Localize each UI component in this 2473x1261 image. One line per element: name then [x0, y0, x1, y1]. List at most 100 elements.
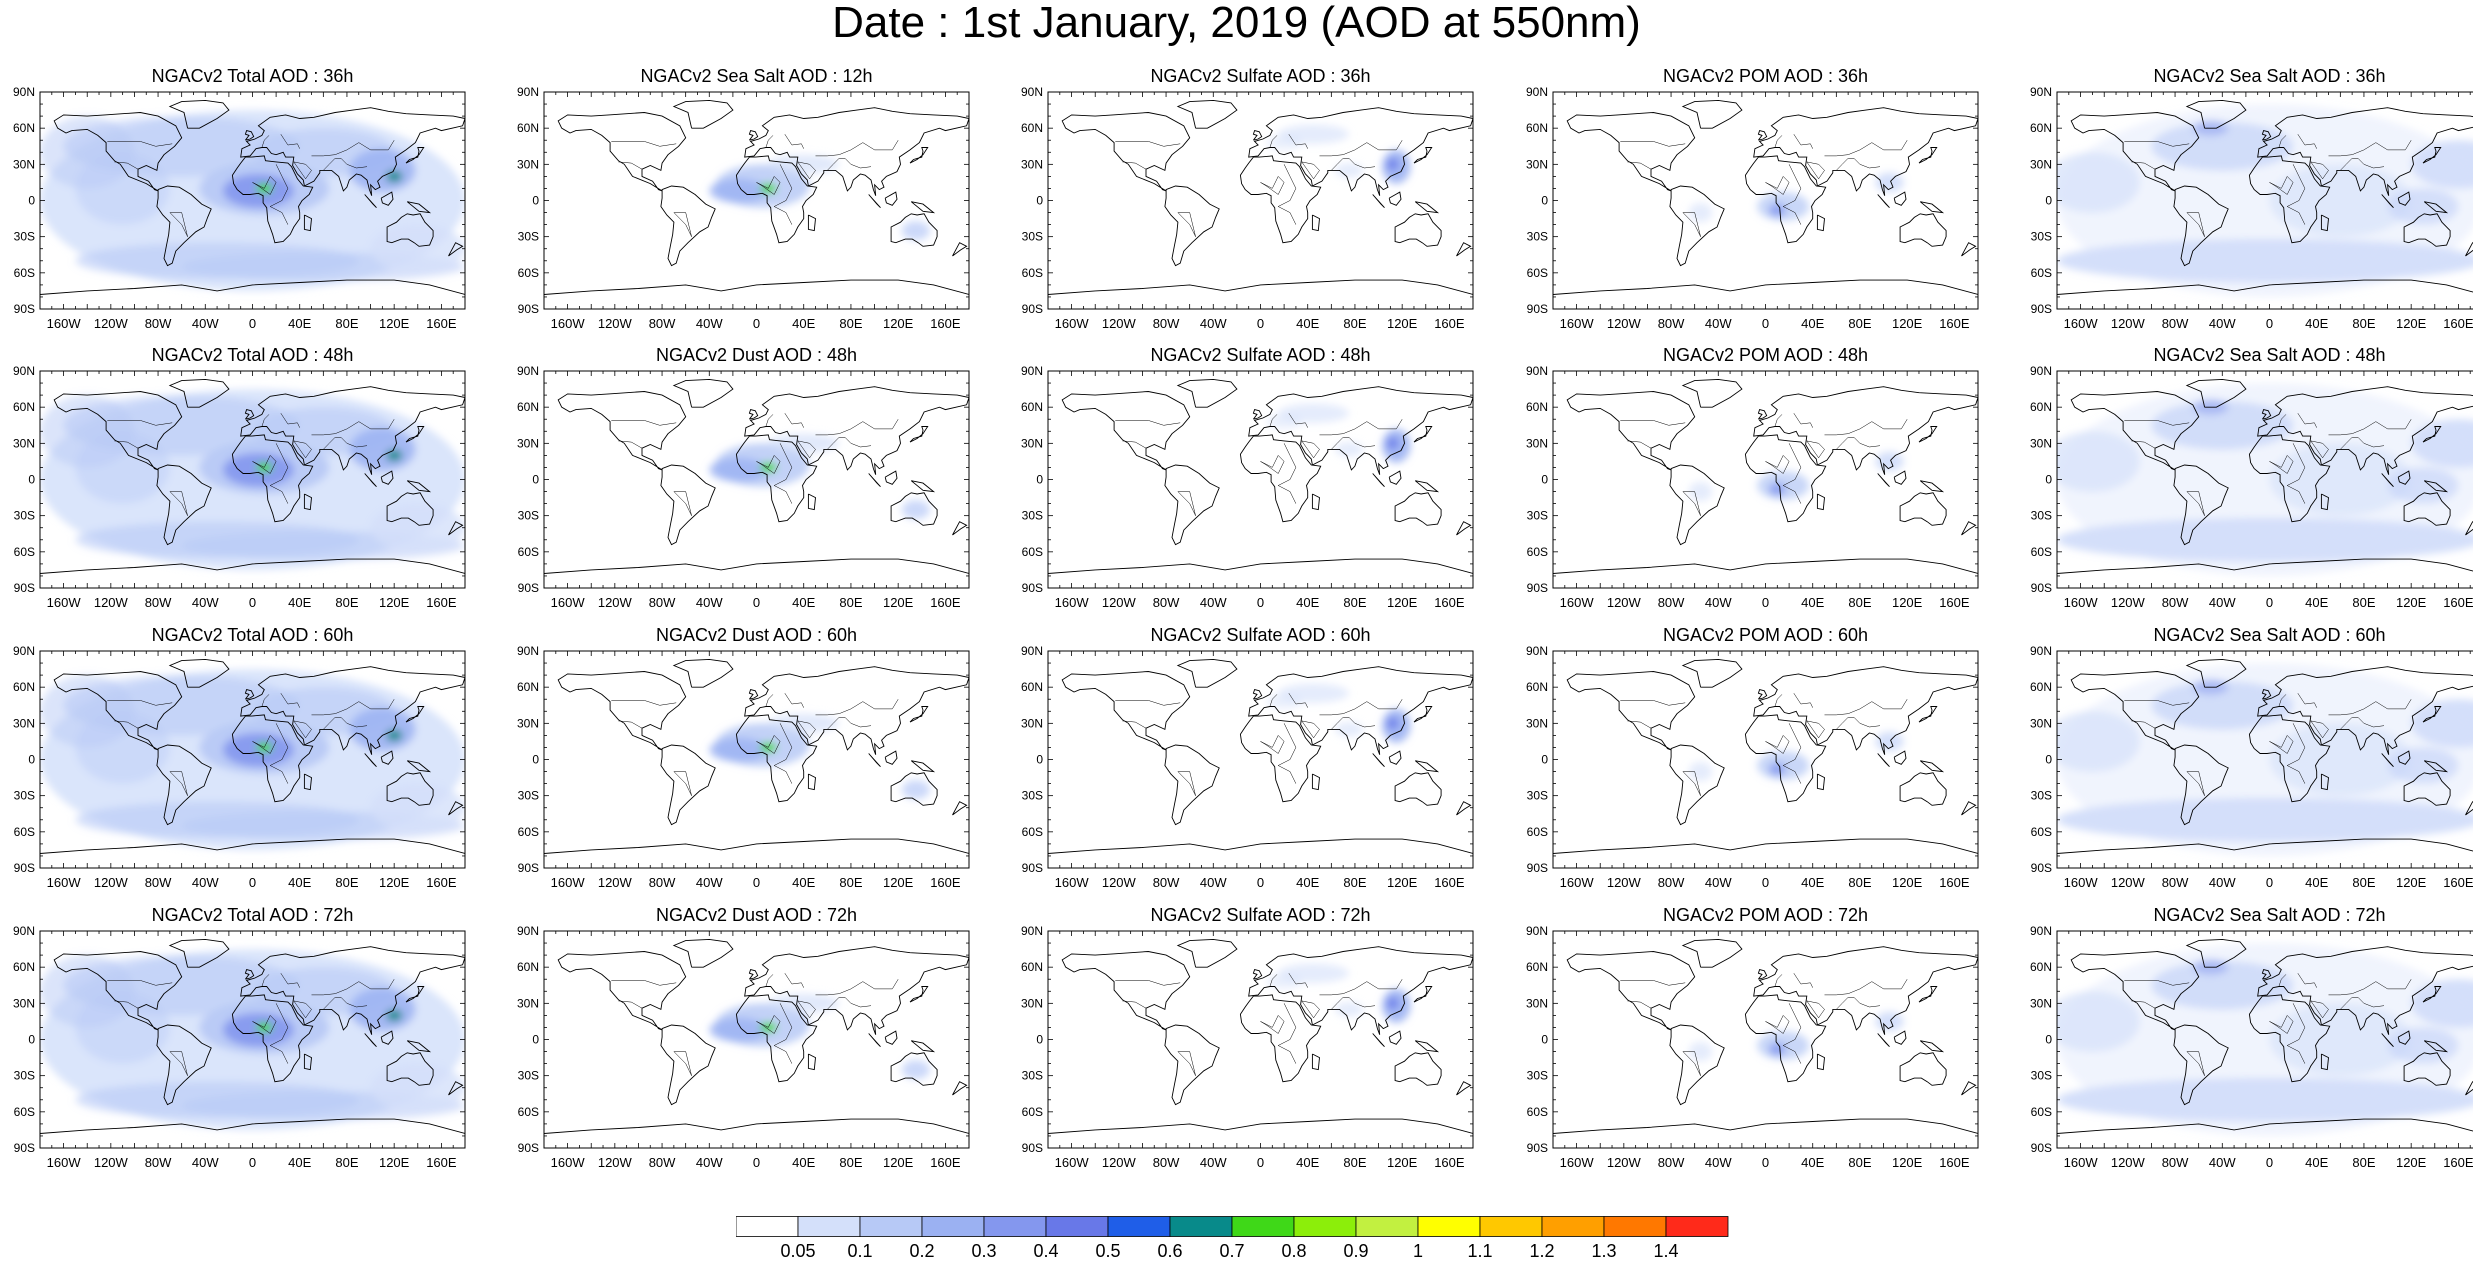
country-border [618, 1000, 643, 1009]
country-border [1765, 734, 1790, 754]
lon-label: 160E [1939, 875, 1970, 890]
coastline [868, 1033, 881, 1048]
panel-title: NGACv2 Total AOD : 60h [151, 625, 354, 645]
coastline [244, 969, 255, 980]
country-border [1331, 437, 1376, 450]
coastline [303, 1053, 312, 1071]
country-border [169, 491, 188, 516]
lon-label: 160E [426, 875, 457, 890]
country-border [2131, 720, 2156, 729]
lon-label: 40W [1705, 875, 1732, 890]
lon-label: 120W [1102, 1155, 1137, 1170]
country-border [261, 135, 270, 148]
lat-label: 0 [28, 473, 35, 487]
coastline [2403, 492, 2451, 526]
aod-field [2057, 943, 2473, 1136]
colorbar-label: 0.6 [1157, 1241, 1182, 1261]
lon-label: 80E [335, 316, 358, 331]
country-border [311, 979, 395, 996]
country-border [1782, 443, 1802, 504]
lat-label: 30S [2031, 230, 2052, 244]
lon-label: 40E [1296, 316, 1319, 331]
coastline [2261, 409, 2272, 420]
map-panel: NGACv2 POM AOD : 36h 90N 60N 30N 0 30S 60S 90S 1… [1513, 65, 2001, 340]
lat-label: 60S [1527, 266, 1548, 280]
country-border [2340, 158, 2385, 171]
lon-label: 160E [1434, 875, 1465, 890]
lon-label: 120W [94, 875, 129, 890]
country-border [1260, 175, 1285, 195]
coastline [2070, 391, 2200, 471]
coastline [1553, 838, 1978, 854]
coastline [1669, 1024, 1725, 1106]
lat-label: 30N [13, 157, 35, 171]
lon-label: 40E [1801, 595, 1824, 610]
country-border [1288, 693, 1308, 708]
lon-label: 40E [1296, 1155, 1319, 1170]
lon-label: 0 [249, 316, 256, 331]
country-border [1177, 771, 1196, 796]
coastline [2257, 666, 2473, 755]
coastline [364, 753, 377, 768]
lat-label: 60N [1526, 960, 1548, 974]
aod-field [1688, 172, 1904, 223]
country-border [280, 693, 300, 708]
map-background [1048, 371, 1473, 588]
aod-patch [709, 737, 769, 762]
coastline [1456, 1081, 1472, 1096]
country-border [1122, 1000, 1147, 1009]
colorbar-box [1355, 1216, 1419, 1237]
coastline [231, 155, 314, 244]
country-border [797, 440, 816, 459]
lat-label: 0 [28, 194, 35, 208]
country-border [293, 1000, 312, 1019]
colorbar-label: 1.1 [1467, 1241, 1492, 1261]
country-border [252, 175, 277, 195]
coastline [1919, 760, 1945, 773]
lat-label: 90S [1527, 302, 1548, 316]
coastline [405, 147, 425, 164]
coastline [890, 492, 938, 526]
coastline [868, 473, 881, 488]
country-border [611, 141, 677, 147]
aod-patch [1875, 451, 1904, 472]
lon-label: 120E [883, 595, 914, 610]
country-border [1824, 979, 1908, 996]
country-border [2286, 723, 2306, 784]
lon-label: 160E [1434, 595, 1465, 610]
country-border [1824, 419, 1908, 436]
coastline [231, 434, 314, 523]
lat-label: 60N [13, 121, 35, 135]
aod-patch [2057, 104, 2473, 297]
country-border [1806, 1000, 1825, 1019]
coastline [660, 744, 716, 826]
country-border [2269, 734, 2294, 754]
aod-patch [75, 152, 170, 225]
coastline [1252, 969, 1263, 980]
lat-label: 90N [1526, 644, 1548, 658]
lon-label: 40E [2305, 875, 2328, 890]
country-border [2186, 1051, 2205, 1076]
lat-label: 90N [517, 364, 539, 378]
lat-label: 30N [2030, 716, 2052, 730]
lon-label: 120E [379, 1155, 410, 1170]
coastline [405, 426, 425, 443]
country-border [252, 454, 277, 474]
coastline [1899, 213, 1947, 247]
country-border [827, 997, 872, 1010]
lat-label: 0 [532, 473, 539, 487]
country-border [2297, 413, 2317, 428]
country-border [1115, 980, 1181, 986]
coastline [1899, 492, 1947, 526]
coastline [744, 946, 969, 1035]
colorbar-box [1045, 1216, 1109, 1237]
aod-patch [1334, 163, 1364, 178]
lat-label: 60S [518, 1105, 539, 1119]
coastline [672, 99, 734, 129]
coastline [1413, 986, 1433, 1003]
country-border [2286, 443, 2306, 504]
country-border [1301, 440, 1320, 459]
colorbar-box [983, 1216, 1047, 1237]
coastline [303, 214, 312, 232]
aod-patch [1386, 997, 1399, 1010]
